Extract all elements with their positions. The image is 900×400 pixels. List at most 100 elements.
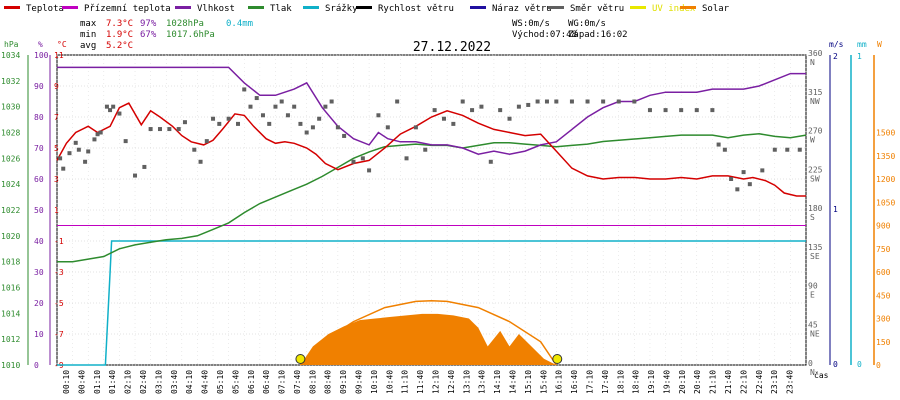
wind-direction-point <box>95 132 100 137</box>
hpa-tick-label: 1014 <box>1 309 20 318</box>
celsius-tick-label: 9 <box>54 82 59 91</box>
mm-tick-label: 1 <box>857 52 862 61</box>
direction-tick-name: N <box>810 368 815 377</box>
celsius-tick-label: 3 <box>54 175 59 184</box>
x-tick-label: 19:40 <box>662 370 671 394</box>
x-tick-label: 06:10 <box>247 370 256 394</box>
w-tick-label: 1350 <box>876 152 895 161</box>
hpa-tick-label: 1020 <box>1 232 20 241</box>
direction-tick-name: NW <box>810 97 820 106</box>
direction-tick-deg: 90 <box>808 282 818 291</box>
wind-direction-point <box>267 121 272 126</box>
x-tick-label: 04:40 <box>201 370 210 394</box>
wind-direction-point <box>323 104 328 109</box>
wind-direction-point <box>785 147 790 152</box>
wind-direction-point <box>211 116 216 121</box>
wind-direction-point <box>92 137 97 142</box>
hpa-tick-label: 1012 <box>1 335 20 344</box>
wind-direction-point <box>569 99 574 104</box>
wind-direction-point <box>367 168 372 173</box>
celsius-tick-label: -7 <box>54 330 64 339</box>
pct-tick-label: 80 <box>34 113 44 122</box>
direction-tick-name: S <box>810 213 815 222</box>
wind-direction-point <box>242 87 247 92</box>
x-tick-label: 09:40 <box>355 370 364 394</box>
wind-direction-point <box>663 108 668 113</box>
x-tick-label: 11:10 <box>401 370 410 394</box>
wind-direction-point <box>747 182 752 187</box>
x-tick-label: 23:40 <box>786 370 795 394</box>
x-tick-label: 21:40 <box>724 370 733 394</box>
wind-direction-point <box>342 133 347 138</box>
wind-direction-point <box>142 164 147 169</box>
wind-direction-point <box>554 99 559 104</box>
wind-direction-point <box>351 159 356 164</box>
wind-direction-point <box>157 127 162 132</box>
wind-direction-point <box>716 142 721 147</box>
hpa-tick-label: 1024 <box>1 180 20 189</box>
x-tick-label: 01:10 <box>93 370 102 394</box>
wind-direction-point <box>236 121 241 126</box>
legend-swatch <box>630 6 646 9</box>
legend-label: Směr větru <box>570 4 624 14</box>
celsius-tick-label: 7 <box>54 113 59 122</box>
x-tick-label: 20:10 <box>678 370 687 394</box>
x-tick-label: 00:10 <box>62 370 71 394</box>
x-tick-label: 23:10 <box>770 370 779 394</box>
wind-direction-point <box>133 173 138 178</box>
pct-tick-label: 100 <box>34 51 49 60</box>
celsius-tick-label: -5 <box>54 299 64 308</box>
stat-max-label: max <box>80 19 97 29</box>
ms-tick-label: 1 <box>833 205 838 214</box>
legend-label: Tlak <box>270 4 292 14</box>
x-tick-label: 16:10 <box>555 370 564 394</box>
w-tick-label: 1500 <box>876 129 895 138</box>
x-tick-label: 06:40 <box>262 370 271 394</box>
wind-direction-point <box>722 147 727 152</box>
wind-direction-point <box>772 147 777 152</box>
stat-avg-label: avg <box>80 41 96 51</box>
x-tick-label: 02:40 <box>139 370 148 394</box>
celsius-tick-label: 1 <box>54 206 59 215</box>
x-tick-label: 15:40 <box>539 370 548 394</box>
sunset-marker <box>552 354 563 364</box>
legend-label: Srážky <box>325 4 358 14</box>
wind-direction-point <box>111 104 116 109</box>
solar-theoretical-line <box>299 299 557 366</box>
wind-direction-point <box>488 159 493 164</box>
legend-label: UV index <box>652 4 696 14</box>
wind-direction-point <box>460 99 465 104</box>
stat-min-temp: 1.9°C <box>106 30 133 40</box>
wind-direction-point <box>58 156 63 161</box>
wind-direction-point <box>167 127 172 132</box>
wind-direction-point <box>61 166 66 171</box>
wind-direction-point <box>226 116 231 121</box>
wind-direction-point <box>285 113 290 118</box>
pct-tick-label: 0 <box>34 361 39 370</box>
humidity-line <box>57 66 806 155</box>
wind-direction-point <box>385 125 390 130</box>
x-tick-label: 18:40 <box>632 370 641 394</box>
wind-direction-point <box>76 147 81 152</box>
legend-label: Vlhkost <box>197 4 235 14</box>
stat-max-temp: 7.3°C <box>106 19 133 29</box>
wind-direction-point <box>329 99 334 104</box>
mm-unit-label: mm <box>857 40 867 49</box>
wind-direction-point <box>376 113 381 118</box>
x-tick-label: 10:10 <box>370 370 379 394</box>
x-tick-label: 11:40 <box>416 370 425 394</box>
wind-direction-point <box>647 108 652 113</box>
x-tick-label: 09:10 <box>339 370 348 394</box>
wind-direction-point <box>535 99 540 104</box>
hpa-unit-label: hPa <box>4 40 19 49</box>
wind-direction-point <box>526 102 531 107</box>
x-tick-label: 13:40 <box>478 370 487 394</box>
x-tick-label: 08:40 <box>324 370 333 394</box>
wind-direction-point <box>123 139 128 144</box>
wind-direction-point <box>544 99 549 104</box>
x-tick-label: 03:10 <box>154 370 163 394</box>
wind-info: WS:0m/s WG:0m/s Východ:07:48 Západ:16:02 <box>512 19 628 40</box>
wind-direction-point <box>479 104 484 109</box>
temperature-line <box>56 102 806 197</box>
hpa-tick-label: 1016 <box>1 284 20 293</box>
